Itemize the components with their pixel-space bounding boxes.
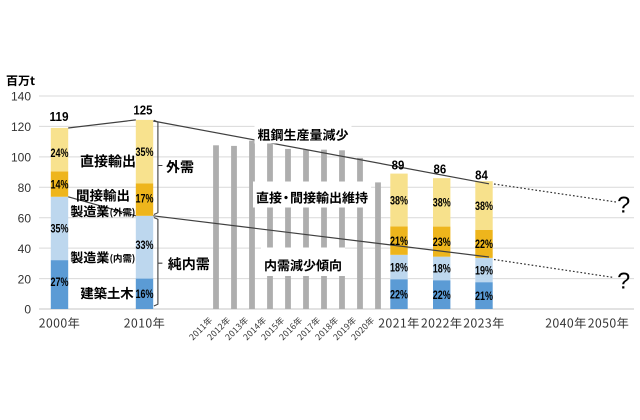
svg-text:27%: 27% (51, 275, 69, 289)
svg-text:19%: 19% (475, 263, 493, 277)
svg-text:86: 86 (434, 162, 447, 177)
svg-text:20: 20 (18, 272, 32, 286)
svg-text:84: 84 (475, 168, 488, 183)
svg-text:17%: 17% (136, 191, 154, 205)
svg-text:38%: 38% (475, 199, 493, 213)
svg-text:35%: 35% (51, 222, 69, 236)
svg-text:120: 120 (11, 120, 31, 134)
svg-text:35%: 35% (136, 145, 154, 159)
svg-text:38%: 38% (433, 196, 451, 210)
svg-text:14%: 14% (51, 177, 69, 191)
svg-text:100: 100 (11, 151, 31, 165)
svg-text:?: ? (617, 268, 630, 294)
svg-text:23%: 23% (433, 235, 451, 249)
svg-text:24%: 24% (51, 146, 69, 160)
svg-text:22%: 22% (390, 287, 408, 301)
svg-text:140: 140 (11, 90, 31, 104)
svg-text:38%: 38% (390, 193, 408, 207)
svg-text:0: 0 (24, 303, 31, 317)
svg-text:119: 119 (49, 109, 68, 124)
svg-text:21%: 21% (475, 289, 493, 303)
svg-text:21%: 21% (390, 234, 408, 248)
svg-text:80: 80 (18, 181, 32, 195)
svg-text:89: 89 (392, 158, 405, 173)
svg-text:33%: 33% (136, 238, 154, 252)
svg-text:16%: 16% (136, 287, 154, 301)
svg-text:18%: 18% (433, 262, 451, 276)
svg-text:125: 125 (133, 102, 152, 117)
svg-text:18%: 18% (390, 260, 408, 274)
svg-text:22%: 22% (475, 237, 493, 251)
svg-text:40: 40 (18, 242, 32, 256)
svg-text:?: ? (617, 192, 630, 218)
svg-text:22%: 22% (433, 288, 451, 302)
svg-text:60: 60 (18, 211, 32, 225)
